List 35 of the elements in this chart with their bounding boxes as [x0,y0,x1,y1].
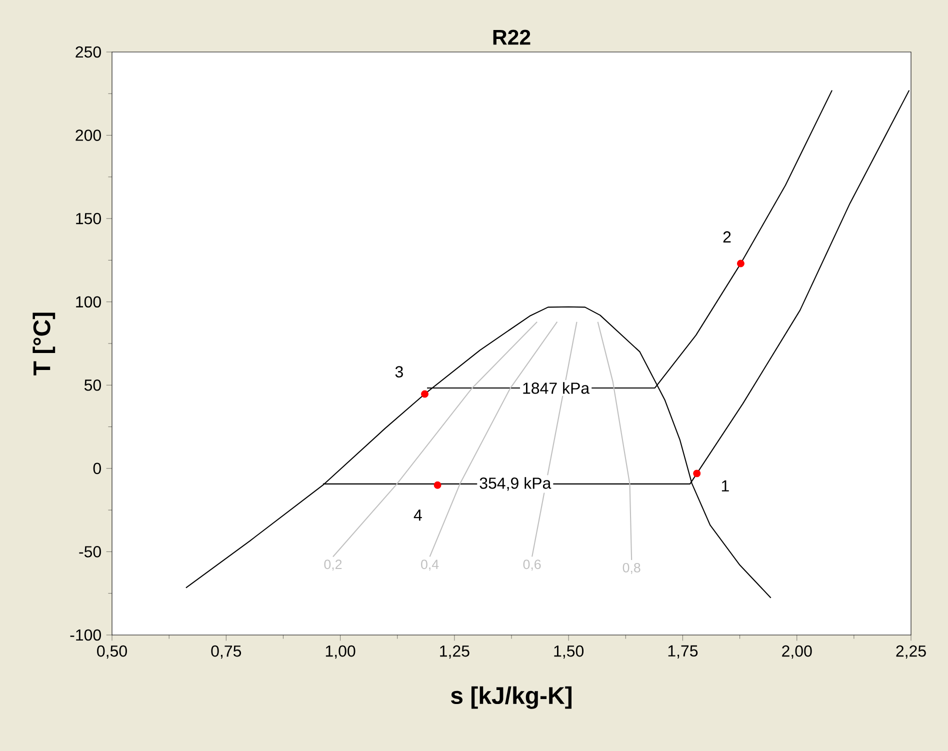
annotation: 2 [723,231,731,242]
point [434,481,442,489]
x-axis-title: s [kJ/kg-K] [450,686,572,709]
point [421,390,428,398]
x-tick-label: 1,00 [326,645,356,659]
series-label: 0,2 [324,560,342,571]
y-tick-label: 0 [93,462,101,474]
x-tick-label: 0,50 [97,645,127,659]
line-series [597,321,632,561]
series-label: 0,6 [523,560,541,571]
y-tick-label: 100 [76,296,101,308]
x-tick-label: 0,75 [211,645,242,659]
annotation: 354,9 kPa [480,477,552,491]
series-label: 0,4 [421,560,439,571]
x-tick-label: 1,75 [668,645,698,658]
x-tick-label: 2,00 [782,645,812,659]
y-tick-label: -100 [70,629,101,641]
x-tick-label: 1,25 [440,645,470,659]
annotation: 1 [722,480,729,492]
series-label: 0,8 [622,562,640,574]
chart-title: R22 [493,30,530,45]
annotation: 3 [395,366,403,378]
line-series [429,321,558,558]
x-tick-label: 2,25 [896,645,926,659]
point [693,470,701,478]
annotation: 4 [414,510,422,521]
y-tick-label: 50 [84,379,101,391]
y-tick-label: 250 [76,46,101,58]
point [736,260,744,268]
y-tick-label: 150 [76,212,101,224]
y-axis-title: T [°C] [32,312,56,376]
y-tick-label: -50 [79,546,101,558]
x-tick-label: 1,50 [554,645,584,659]
annotation: 1847 kPa [523,382,590,394]
y-tick-label: 200 [76,130,101,141]
